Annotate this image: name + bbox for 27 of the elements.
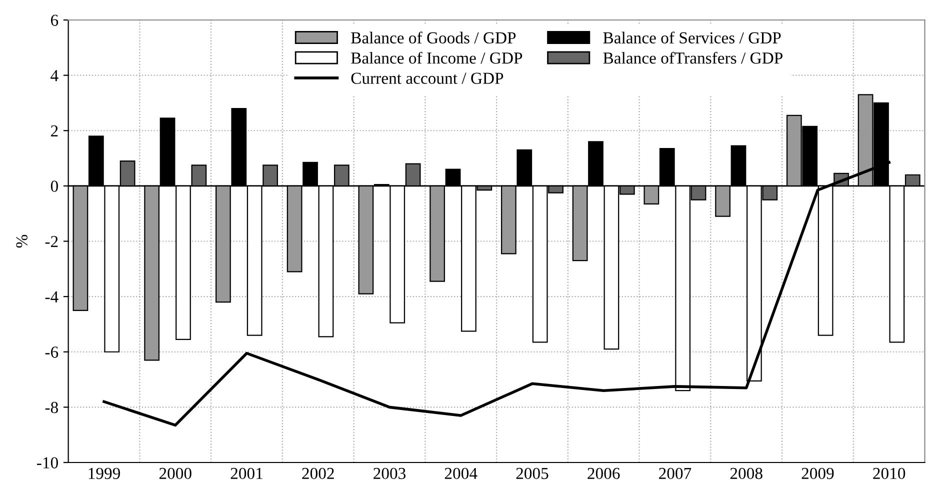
legend-label: Balance of Goods / GDP bbox=[351, 32, 516, 44]
x-tick-label: 2006 bbox=[588, 468, 620, 480]
y-tick-label: 2 bbox=[51, 125, 58, 136]
legend-label: Balance ofTransfers / GDP bbox=[603, 52, 782, 64]
y-tick-label: -8 bbox=[45, 402, 58, 414]
y-tick-label: 6 bbox=[50, 14, 58, 26]
x-tick-label: 2001 bbox=[230, 468, 262, 480]
x-tick-label: 2008 bbox=[730, 468, 762, 480]
x-tick-label: 2002 bbox=[302, 468, 334, 480]
y-tick-label: 4 bbox=[50, 70, 58, 82]
legend-label: Balance of Services / GDP bbox=[603, 32, 781, 44]
y-tick-label: -10 bbox=[37, 457, 58, 468]
y-tick-label: -6 bbox=[45, 346, 58, 358]
x-tick-label: 2009 bbox=[802, 468, 834, 480]
y-tick-label: -4 bbox=[45, 291, 58, 302]
y-tick-label: -2 bbox=[45, 236, 58, 248]
x-tick-label: 2007 bbox=[659, 468, 692, 480]
y-axis-title: % bbox=[16, 234, 28, 248]
x-tick-label: 2004 bbox=[444, 468, 478, 480]
x-tick-label: 2010 bbox=[873, 468, 906, 480]
legend-label: Balance of Income / GDP bbox=[351, 52, 522, 64]
x-tick-label: 2003 bbox=[374, 468, 406, 480]
x-tick-label: 2000 bbox=[159, 468, 192, 480]
legend-label: Current account / GDP bbox=[351, 72, 504, 84]
x-tick-label: 2005 bbox=[516, 468, 548, 480]
y-tick-label: 0 bbox=[50, 180, 58, 192]
x-tick-label: 1999 bbox=[88, 468, 120, 480]
